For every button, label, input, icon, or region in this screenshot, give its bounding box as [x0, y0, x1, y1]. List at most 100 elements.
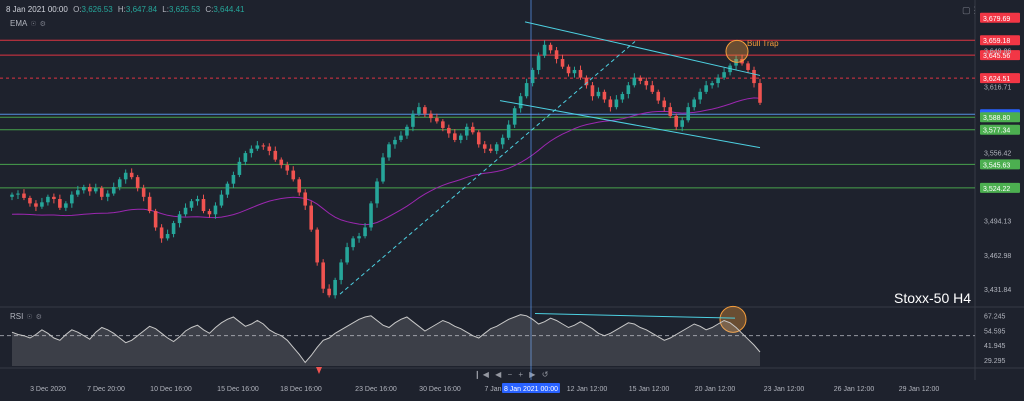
candle-body	[40, 202, 44, 207]
candle-body	[596, 91, 601, 97]
rsi-divergence-line	[534, 313, 736, 319]
time-tick-label: 20 Jan 12:00	[695, 386, 736, 393]
candle-body	[273, 150, 278, 160]
candle-body	[590, 85, 595, 97]
price-tag	[980, 159, 1020, 170]
candle-body	[632, 77, 637, 86]
time-tick-label: 29 Jan 12:00	[899, 386, 940, 393]
ema-legend[interactable]: EMA ☉ ⚙	[10, 19, 46, 28]
rsi-label: RSI	[10, 312, 24, 321]
candle-body	[429, 113, 433, 119]
time-tick-label: 10 Dec 16:00	[150, 386, 192, 393]
candle-body	[369, 203, 373, 228]
candle-body	[117, 179, 122, 187]
nav-refresh-icon[interactable]: ↺	[541, 370, 551, 379]
candle-body	[447, 127, 451, 134]
candle-body	[674, 115, 679, 127]
candle-body	[285, 165, 290, 171]
candle-body	[423, 107, 427, 114]
candle-body	[494, 144, 499, 151]
candle-body	[512, 108, 517, 125]
candle-body	[189, 201, 194, 208]
candle-body	[64, 203, 68, 208]
candle-body	[524, 83, 529, 97]
bull-trap-marker	[725, 39, 749, 63]
rsi-area	[12, 314, 760, 366]
price-tag-label: 3,545.63	[983, 162, 1010, 169]
nav-back-icon[interactable]: ◀	[495, 370, 504, 379]
rsi-legend[interactable]: RSI ☉ ⚙	[10, 312, 42, 321]
low-label: L:	[162, 5, 169, 14]
price-tag	[980, 182, 1020, 193]
rsi-line	[11, 314, 761, 364]
candle-body	[710, 83, 714, 86]
chart-navigation[interactable]: ❙◀ ◀ − + ▶ ↺	[474, 370, 550, 379]
candle-body	[261, 145, 266, 147]
price-tag	[980, 73, 1020, 84]
candle-body	[99, 188, 104, 197]
candle-body	[76, 190, 80, 195]
candle-body	[560, 59, 565, 67]
time-tick-label: 30 Dec 16:00	[419, 386, 461, 393]
price-tick-label: 3,556.42	[984, 151, 1011, 158]
candle-body	[183, 207, 188, 215]
high-value: 3,647.84	[125, 5, 158, 14]
nav-forward-icon[interactable]: ▶	[529, 370, 538, 379]
price-tick-label: 3,494.13	[984, 219, 1011, 226]
nav-reset-icon[interactable]: ❙◀	[474, 370, 491, 379]
price-tag-label: 3,524.22	[983, 186, 1010, 193]
gear-icon[interactable]: ⚙	[35, 314, 42, 321]
channel-lower	[499, 100, 761, 149]
candle-body	[692, 99, 696, 108]
zoom-in-icon[interactable]: +	[518, 370, 526, 379]
rsi-low-marker	[316, 367, 322, 374]
time-tick-label: 7 Jan	[484, 386, 501, 393]
candle-body	[195, 199, 200, 202]
candle-body	[303, 192, 308, 206]
candle-body	[363, 227, 367, 237]
candle-body	[536, 55, 541, 70]
rsi-tick-label: 41.945	[984, 343, 1006, 350]
maximize-icon[interactable]: ▢	[962, 5, 971, 15]
candle-body	[518, 96, 523, 109]
candle-body	[470, 126, 475, 133]
candle-body	[417, 107, 421, 114]
eye-icon[interactable]: ☉	[30, 21, 37, 28]
candle-body	[267, 146, 272, 151]
candle-body	[231, 174, 236, 184]
candle-body	[554, 50, 559, 60]
candle-body	[351, 238, 355, 248]
candle-body	[339, 262, 343, 280]
candle-body	[153, 211, 158, 228]
candle-body	[207, 211, 212, 215]
candle-body	[201, 199, 206, 212]
candle-body	[411, 113, 415, 127]
time-tick-label: 3 Dec 2020	[30, 386, 66, 393]
rsi-tick-label: 29.295	[984, 358, 1006, 365]
candle-body	[453, 133, 457, 140]
eye-icon[interactable]: ☉	[26, 314, 33, 321]
price-tick-label: 3,616.71	[984, 85, 1011, 92]
candle-body	[542, 44, 547, 56]
candle-body	[123, 172, 128, 180]
time-tick-label: 23 Dec 16:00	[355, 386, 397, 393]
candle-body	[620, 94, 625, 100]
open-label: O:	[73, 5, 82, 14]
candle-body	[34, 203, 38, 207]
candle-body	[279, 159, 284, 166]
gear-icon[interactable]: ⚙	[39, 21, 46, 28]
candle-body	[87, 186, 92, 192]
candle-body	[129, 172, 134, 178]
candle-body	[482, 144, 487, 149]
candle-body	[668, 107, 673, 116]
candle-body	[602, 91, 607, 100]
candle-body	[243, 153, 248, 162]
candle-body	[159, 227, 164, 239]
candle-body	[584, 77, 589, 86]
candle-body	[608, 99, 613, 108]
zoom-out-icon[interactable]: −	[507, 370, 515, 379]
time-tick-label: 7 Dec 20:00	[87, 386, 125, 393]
close-value: 3,644.41	[213, 5, 245, 14]
